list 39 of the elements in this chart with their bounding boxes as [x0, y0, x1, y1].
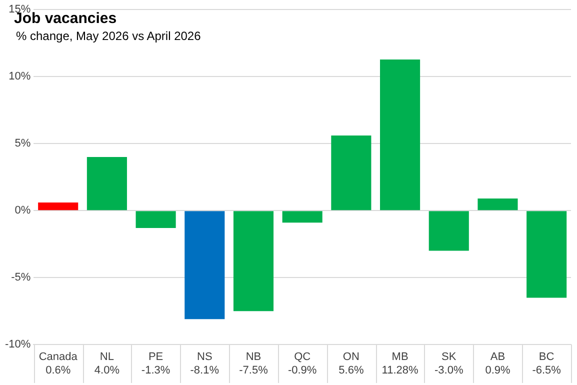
bar [136, 211, 176, 228]
x-tick-label: NB [246, 351, 262, 364]
x-tick-label: MB [392, 351, 408, 364]
bar [428, 211, 469, 251]
x-tick-label: AB [490, 351, 506, 364]
bar [380, 59, 420, 210]
x-tick-label: ON [342, 351, 360, 364]
data-label: -7.5% [239, 364, 268, 376]
x-tick-label: NL [100, 351, 114, 364]
data-label: -6.5% [532, 364, 562, 376]
data-label: 4.0% [94, 364, 120, 376]
y-tick-label: 0% [14, 204, 31, 217]
data-label: -0.9% [288, 364, 317, 376]
data-label: 0.9% [485, 364, 510, 376]
data-label: -1.3% [141, 364, 170, 376]
data-label: 11.28% [382, 364, 418, 376]
x-tick-label: Canada [38, 351, 78, 364]
data-label: -3.0% [434, 364, 464, 376]
data-label: -8.1% [190, 364, 220, 376]
data-label: 5.6% [338, 364, 364, 376]
bar [233, 211, 274, 312]
data-label: 0.6% [46, 364, 71, 376]
bar [526, 211, 567, 298]
y-tick-label: -5% [11, 272, 31, 284]
y-tick-label: 5% [14, 138, 31, 150]
bar [282, 211, 322, 223]
y-tick-label: 10% [8, 70, 31, 83]
bar [331, 136, 372, 210]
x-tick-label: BC [538, 351, 554, 364]
x-tick-label: NS [197, 351, 212, 364]
x-tick-label: PE [148, 351, 164, 364]
bar [38, 202, 78, 210]
bar [184, 211, 225, 320]
x-tick-label: SK [442, 351, 457, 364]
x-tick-label: QC [294, 351, 311, 364]
y-tick-label: -10% [4, 338, 31, 351]
bar [86, 157, 127, 210]
bar [478, 198, 518, 210]
text: % change, May 2026 vs April 2026 [16, 29, 201, 43]
